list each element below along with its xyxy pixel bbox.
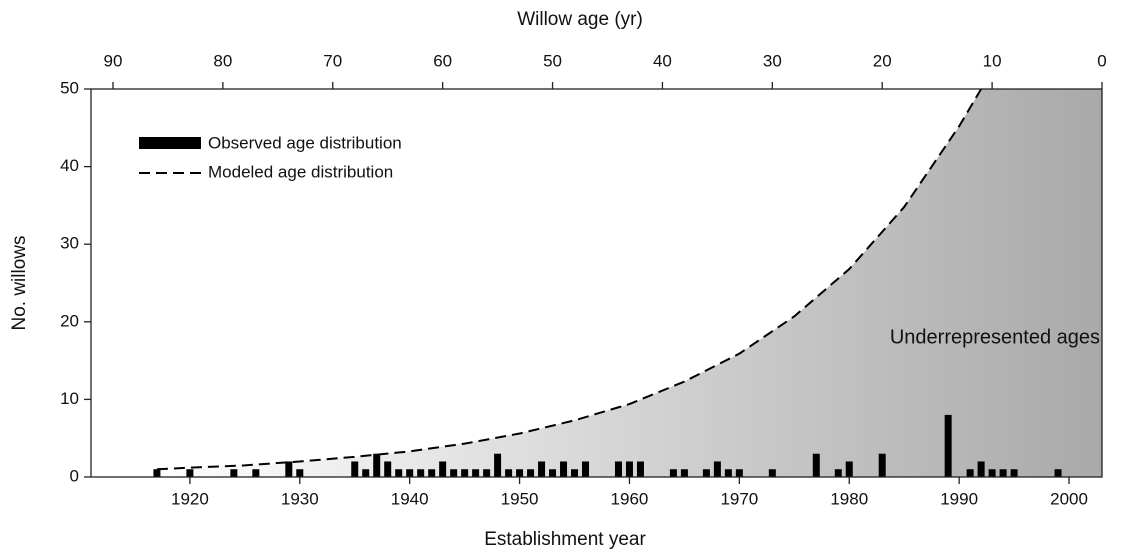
legend-swatch-bar — [139, 137, 201, 149]
y-tick-label: 0 — [70, 466, 79, 485]
x-tick-label: 1970 — [720, 489, 758, 508]
bar — [1054, 469, 1062, 477]
bar — [735, 469, 743, 477]
x-tick-label: 1920 — [171, 489, 209, 508]
x-tick-label: 1930 — [281, 489, 319, 508]
bar — [845, 461, 853, 477]
bar — [230, 469, 238, 477]
bar — [834, 469, 842, 477]
model-line — [156, 88, 982, 471]
bar — [999, 469, 1007, 477]
x-tick-label: 1980 — [830, 489, 868, 508]
bar — [582, 461, 590, 477]
y-tick-label: 30 — [60, 234, 79, 253]
bar — [296, 469, 304, 477]
bar — [351, 461, 359, 477]
x2-tick-label: 50 — [543, 51, 562, 70]
y-tick-label: 10 — [60, 389, 79, 408]
bar — [252, 469, 260, 477]
x-tick-label: 1950 — [501, 489, 539, 508]
bar — [724, 469, 732, 477]
bar — [988, 469, 996, 477]
x2-tick-label: 30 — [763, 51, 782, 70]
x2-tick-label: 40 — [653, 51, 672, 70]
bar — [472, 469, 480, 477]
bar — [1010, 469, 1018, 477]
bar — [285, 461, 293, 477]
x2-tick-label: 10 — [983, 51, 1002, 70]
bar — [713, 461, 721, 477]
bar — [527, 469, 535, 477]
bar — [494, 453, 502, 477]
bar — [768, 469, 776, 477]
bar — [614, 461, 622, 477]
bar — [373, 453, 381, 477]
x-axis-title: Establishment year — [484, 529, 646, 550]
legend-label: Modeled age distribution — [208, 162, 393, 181]
plot-area: Observed age distribution Modeled age dis… — [60, 51, 1107, 508]
bar — [395, 469, 403, 477]
bar — [977, 461, 985, 477]
bar — [549, 469, 557, 477]
x2-tick-label: 80 — [213, 51, 232, 70]
bar — [680, 469, 688, 477]
bar — [186, 469, 194, 477]
bar — [702, 469, 710, 477]
x2-tick-label: 70 — [323, 51, 342, 70]
annotation: Underrepresented ages — [890, 326, 1100, 348]
bar — [505, 469, 513, 477]
bar — [461, 469, 469, 477]
bar — [450, 469, 458, 477]
bar — [428, 469, 436, 477]
bar — [516, 469, 524, 477]
x-tick-label: 2000 — [1050, 489, 1088, 508]
x-tick-label: 1940 — [391, 489, 429, 508]
x2-tick-label: 20 — [873, 51, 892, 70]
bar — [944, 414, 952, 477]
bar — [571, 469, 579, 477]
bar — [406, 469, 414, 477]
top-axis-title: Willow age (yr) — [517, 9, 643, 30]
shaded-area — [156, 89, 1102, 477]
bar — [153, 469, 161, 477]
y-tick-label: 40 — [60, 156, 79, 175]
legend-label: Observed age distribution — [208, 133, 402, 152]
y-tick-label: 50 — [60, 78, 79, 97]
bar — [966, 469, 974, 477]
bar — [483, 469, 491, 477]
bar — [538, 461, 546, 477]
bar — [625, 461, 633, 477]
x2-tick-label: 90 — [104, 51, 123, 70]
x-tick-label: 1990 — [940, 489, 978, 508]
x-tick-label: 1960 — [611, 489, 649, 508]
x2-tick-label: 0 — [1097, 51, 1106, 70]
x2-tick-label: 60 — [433, 51, 452, 70]
bar — [362, 469, 370, 477]
bar — [417, 469, 425, 477]
y-tick-label: 20 — [60, 311, 79, 330]
bar — [878, 453, 886, 477]
bar — [560, 461, 568, 477]
plot-frame — [90, 88, 1103, 478]
bar — [384, 461, 392, 477]
bar — [812, 453, 820, 477]
bar — [636, 461, 644, 477]
bar — [439, 461, 447, 477]
bar — [669, 469, 677, 477]
y-axis-title: No. willows — [9, 235, 30, 330]
